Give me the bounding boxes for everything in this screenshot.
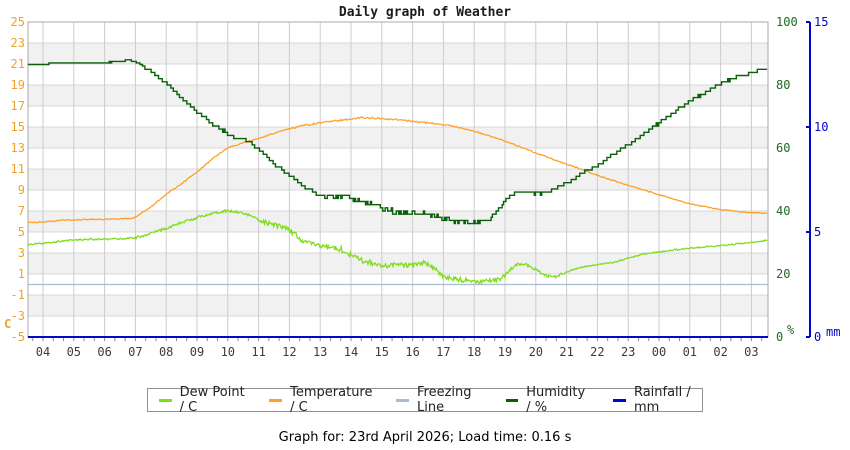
hour-axis-label: 08 [158, 345, 174, 359]
legend-label: Temperature / C [290, 385, 373, 415]
legend-label: Humidity / % [526, 385, 586, 415]
humidity-swatch-icon [505, 398, 519, 402]
hour-axis-label: 19 [497, 345, 513, 359]
celsius-axis-label: 19 [10, 78, 25, 92]
legend-label: Freezing Line [417, 385, 472, 415]
hour-axis-label: 07 [128, 345, 143, 359]
hour-axis-label: 11 [251, 345, 266, 359]
celsius-axis-label: 3 [17, 246, 25, 260]
hour-axis-label: 03 [744, 345, 759, 359]
plot-band [28, 43, 768, 64]
celsius-axis-label: 9 [17, 183, 25, 197]
legend-item-rainfall: Rainfall / mm [613, 385, 702, 415]
plot-band [28, 232, 768, 253]
temperature-swatch-icon [269, 398, 283, 402]
hour-axis-label: 16 [405, 345, 420, 359]
hour-axis-label: 06 [97, 345, 112, 359]
hour-axis-label: 10 [220, 345, 236, 359]
humidity-axis-label: 40 [776, 204, 791, 218]
dew-point-line [27, 208, 768, 286]
plot-band [28, 148, 768, 169]
mm-unit-label: mm [826, 325, 841, 339]
freezing-line-swatch-icon [396, 398, 409, 402]
rainfall-axis-label: 15 [814, 15, 829, 29]
celsius-axis-label: 7 [17, 204, 25, 218]
celsius-axis-label: -1 [10, 288, 25, 302]
percent-unit-label: % [787, 323, 795, 337]
hour-axis-label: 18 [466, 345, 482, 359]
hour-axis-label: 17 [436, 345, 451, 359]
legend: Dew Point / C Temperature / C Freezing Lin… [147, 385, 703, 415]
hour-axis-label: 22 [590, 345, 605, 359]
rainfall-swatch-icon [613, 398, 626, 402]
legend-item-temperature: Temperature / C [269, 385, 375, 415]
hour-axis-label: 02 [713, 345, 728, 359]
hour-axis-label: 05 [66, 345, 82, 359]
hour-axis-label: 21 [559, 345, 574, 359]
humidity-axis-label: 80 [776, 78, 791, 92]
plot-band [28, 106, 768, 127]
rainfall-axis-label: 10 [814, 120, 829, 134]
celsius-axis-label: 13 [10, 141, 25, 155]
humidity-line [27, 59, 768, 225]
celsius-axis-label: 23 [10, 36, 25, 50]
celsius-axis-label: 17 [10, 99, 25, 113]
hour-axis-label: 15 [374, 345, 390, 359]
hour-axis-label: 09 [189, 345, 205, 359]
plot-band [28, 316, 768, 337]
chart-title: Daily graph of Weather [338, 5, 512, 20]
hour-axis-label: 13 [312, 345, 328, 359]
hour-axis-label: 14 [343, 345, 359, 359]
temperature-line [27, 116, 768, 224]
plot-band [28, 211, 768, 232]
humidity-axis-label: 0 [776, 330, 784, 344]
hour-axis-label: 04 [35, 345, 51, 359]
legend-item-freezing-line: Freezing Line [396, 385, 484, 415]
celsius-axis-label: 1 [17, 267, 25, 281]
hour-axis-label: 00 [651, 345, 667, 359]
celsius-unit-label: C [4, 317, 12, 331]
plot-band [28, 169, 768, 190]
legend-label: Dew Point / C [179, 385, 245, 415]
rainfall-axis-label: 5 [814, 225, 822, 239]
plot-band [28, 127, 768, 148]
celsius-axis-label: -5 [10, 330, 25, 344]
legend-label: Rainfall / mm [633, 385, 691, 415]
humidity-axis-label: 60 [776, 141, 791, 155]
hour-axis-label: 12 [282, 345, 297, 359]
celsius-axis-label: -3 [10, 309, 25, 323]
hour-axis-label: 20 [528, 345, 544, 359]
celsius-axis-label: 21 [10, 57, 25, 71]
celsius-axis-label: 25 [10, 15, 25, 29]
legend-item-humidity: Humidity / % [505, 385, 593, 415]
legend-item-dew-point: Dew Point / C [159, 385, 248, 415]
graph-caption: Graph for: 23rd April 2026; Load time: 0… [278, 430, 572, 445]
plot-band [28, 85, 768, 106]
plot-band [28, 295, 768, 316]
celsius-axis-label: 11 [10, 162, 25, 176]
celsius-axis-label: 15 [10, 120, 25, 134]
humidity-axis-label: 20 [776, 267, 791, 281]
plot-band [28, 64, 768, 85]
rainfall-axis-label: 0 [814, 330, 822, 344]
plot-band [28, 190, 768, 211]
hour-axis-label: 01 [682, 345, 698, 359]
plot-band [28, 22, 768, 43]
hour-axis-label: 23 [620, 345, 636, 359]
dew-point-swatch-icon [159, 398, 172, 402]
celsius-axis-label: 5 [17, 225, 25, 239]
humidity-axis-label: 100 [776, 15, 798, 29]
